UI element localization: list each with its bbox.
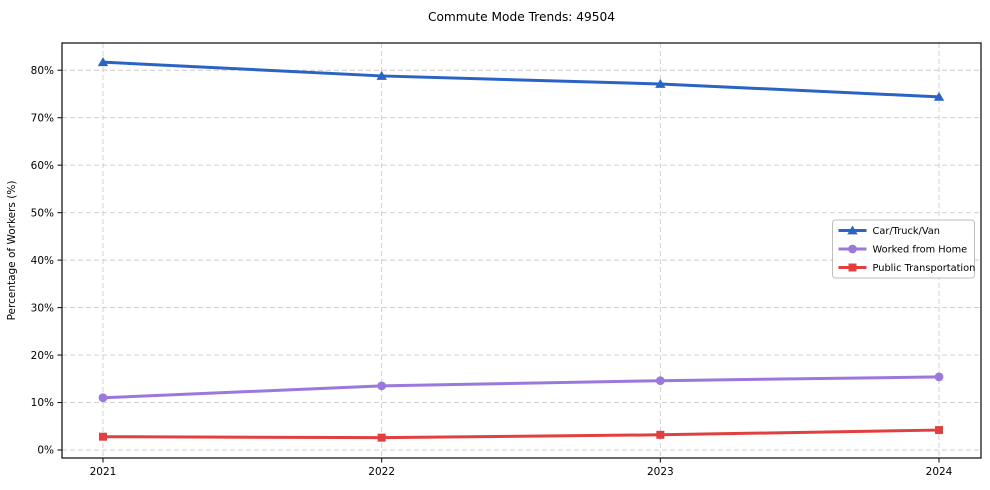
series-line-car-truck-van [101,60,941,99]
marker-car-truck-van-2024 [933,91,945,101]
y-tick-label-50pct: 50% [31,207,54,219]
y-tick-label-70pct: 70% [31,112,54,124]
series-line-public-transportation [101,428,941,440]
x-tick-label-2023: 2023 [647,466,674,478]
legend-label-public-transportation: Public Transportation [873,263,976,274]
legend-label-car-truck-van: Car/Truck/Van [873,226,940,237]
series-line-worked-from-home [101,375,941,400]
y-tick-label-10pct: 10% [31,397,54,409]
y-axis-label: Percentage of Workers (%) [6,181,18,321]
marker-public-transportation-2024 [935,426,944,435]
marker-public-transportation-2023 [656,430,665,439]
marker-car-truck-van-2023 [655,79,666,88]
legend-label-worked-from-home: Worked from Home [873,244,968,255]
marker-worked-from-home-2023 [655,376,665,386]
y-tick-label-0pct: 0% [37,445,54,457]
marker-car-truck-van-2021 [97,57,109,67]
y-tick-label-40pct: 40% [31,255,54,267]
marker-car-truck-van-2022 [376,70,387,80]
marker-worked-from-home-2024 [934,372,944,382]
plot-border [61,42,982,459]
y-tick-label-30pct: 30% [31,302,54,314]
y-tick-label-60pct: 60% [31,160,54,172]
legend-marker-car-truck-van [847,225,858,235]
x-tick-label-2021: 2021 [90,466,117,478]
x-tick-label-2024: 2024 [926,466,953,478]
marker-public-transportation-2021 [99,432,107,441]
y-tick-label-20pct: 20% [31,350,54,362]
marker-worked-from-home-2022 [377,381,387,391]
legend-marker-public-transportation [848,263,857,272]
chart-title: Commute Mode Trends: 49504 [428,10,615,24]
y-tick-label-80pct: 80% [31,65,54,77]
legend-marker-worked-from-home [848,244,857,254]
x-tick-label-2022: 2022 [368,466,395,478]
marker-worked-from-home-2021 [98,393,108,403]
marker-public-transportation-2022 [377,433,386,442]
legend-box [832,219,975,279]
